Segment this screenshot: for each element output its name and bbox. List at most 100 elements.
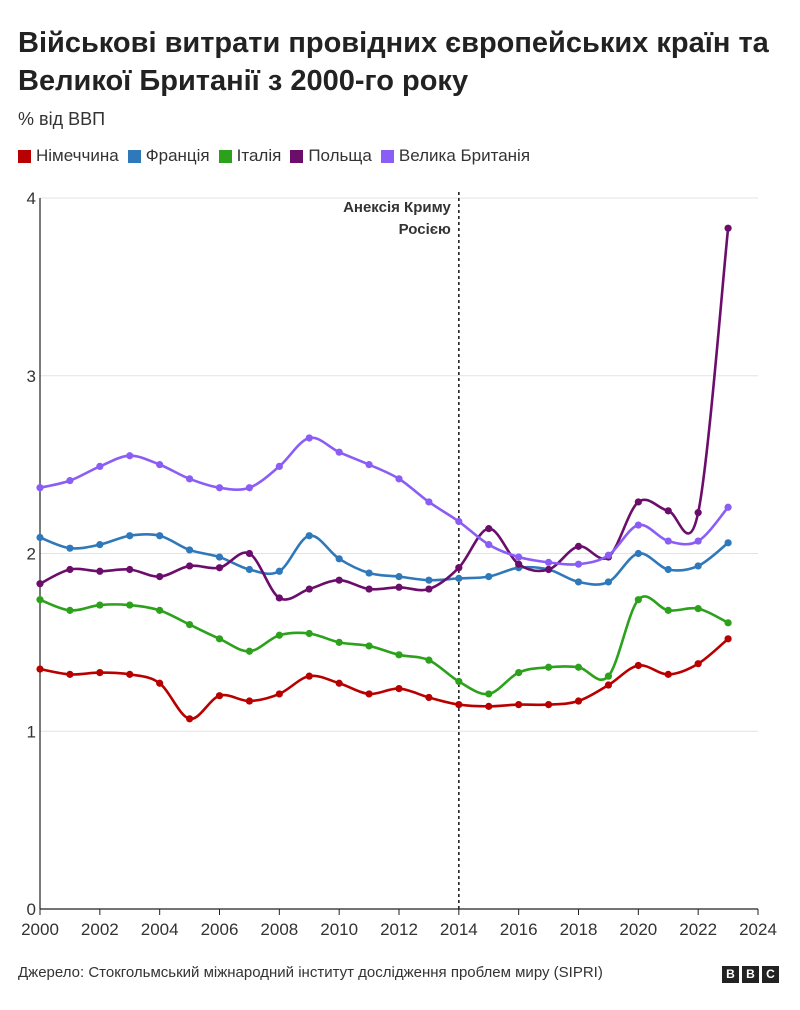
data-point <box>694 660 702 668</box>
data-point <box>275 690 283 698</box>
x-tick-label: 2000 <box>21 920 59 939</box>
data-point <box>365 585 373 593</box>
series-4 <box>36 434 732 568</box>
data-point <box>395 684 403 693</box>
data-point <box>185 546 194 554</box>
data-point <box>664 507 672 515</box>
data-point <box>664 565 672 574</box>
bbc-logo-letter: B <box>742 966 759 983</box>
data-point <box>66 477 74 485</box>
legend-swatch <box>218 149 232 163</box>
x-tick-label: 2022 <box>679 920 717 939</box>
data-point <box>515 700 523 709</box>
data-point <box>215 564 224 572</box>
data-point <box>275 594 283 602</box>
data-point <box>365 569 373 577</box>
data-point <box>96 541 104 549</box>
data-point <box>515 553 523 561</box>
series-1 <box>36 532 732 586</box>
data-point <box>245 484 254 492</box>
x-tick-label: 2014 <box>440 920 478 939</box>
data-point <box>245 549 254 558</box>
legend-label: Франція <box>145 146 210 165</box>
data-point <box>305 672 313 680</box>
data-point <box>724 503 732 511</box>
data-point <box>275 462 283 471</box>
legend: Німеччина Франція Італія Польща Велика Брита… <box>18 146 539 166</box>
data-point <box>694 562 702 570</box>
data-point <box>664 537 672 545</box>
y-tick-label: 3 <box>27 367 36 386</box>
series-line <box>39 436 730 566</box>
data-point <box>335 448 343 456</box>
data-point <box>694 537 702 545</box>
legend-swatch <box>127 149 141 163</box>
series-3 <box>36 224 732 602</box>
data-point <box>126 532 134 540</box>
data-point <box>485 573 493 581</box>
data-point <box>634 498 642 506</box>
x-tick-label: 2016 <box>500 920 538 939</box>
y-tick-label: 4 <box>27 189 36 208</box>
data-point <box>724 539 732 547</box>
data-point <box>185 562 194 570</box>
data-point <box>455 677 463 686</box>
legend-item: Німеччина <box>18 146 119 166</box>
x-tick-label: 2006 <box>201 920 239 939</box>
data-point <box>365 461 373 469</box>
legend-label: Італія <box>236 146 282 165</box>
data-point <box>305 629 313 638</box>
data-point <box>275 631 283 639</box>
data-point <box>395 475 403 483</box>
data-point <box>544 565 553 574</box>
data-point <box>36 596 44 604</box>
data-point <box>634 521 642 529</box>
data-point <box>126 670 134 678</box>
data-point <box>634 549 642 558</box>
x-tick-label: 2012 <box>380 920 418 939</box>
y-tick-label: 0 <box>27 900 36 919</box>
data-point <box>425 585 433 593</box>
data-point <box>724 224 732 232</box>
data-point <box>604 672 613 680</box>
data-point <box>604 578 613 586</box>
data-point <box>96 601 104 609</box>
data-point <box>694 509 702 517</box>
data-point <box>66 606 74 614</box>
legend-swatch <box>290 149 304 163</box>
data-point <box>335 638 343 646</box>
data-point <box>66 670 74 678</box>
data-point <box>455 517 463 526</box>
data-point <box>305 532 313 540</box>
data-point <box>156 461 164 469</box>
data-point <box>485 525 493 533</box>
data-point <box>36 580 44 588</box>
data-point <box>66 544 74 552</box>
data-point <box>96 668 104 677</box>
data-point <box>245 647 254 655</box>
data-point <box>335 576 343 584</box>
data-point <box>96 462 104 471</box>
data-point <box>455 574 463 582</box>
data-point <box>485 690 493 698</box>
data-point <box>245 565 254 574</box>
data-point <box>215 692 224 700</box>
data-point <box>634 596 642 604</box>
data-point <box>455 700 463 709</box>
data-point <box>574 663 583 671</box>
data-point <box>455 564 463 572</box>
data-point <box>126 452 134 460</box>
annotation-label: Росією <box>399 221 451 238</box>
data-point <box>185 475 194 483</box>
legend-swatch <box>380 149 394 163</box>
data-point <box>305 434 313 442</box>
x-tick-label: 2002 <box>81 920 119 939</box>
x-tick-label: 2010 <box>320 920 358 939</box>
data-point <box>156 573 164 581</box>
x-tick-label: 2020 <box>619 920 657 939</box>
legend-label: Німеччина <box>36 146 119 165</box>
data-point <box>485 541 493 549</box>
bbc-logo-letter: B <box>722 966 739 983</box>
series-line <box>39 532 729 586</box>
series-2 <box>36 595 732 698</box>
